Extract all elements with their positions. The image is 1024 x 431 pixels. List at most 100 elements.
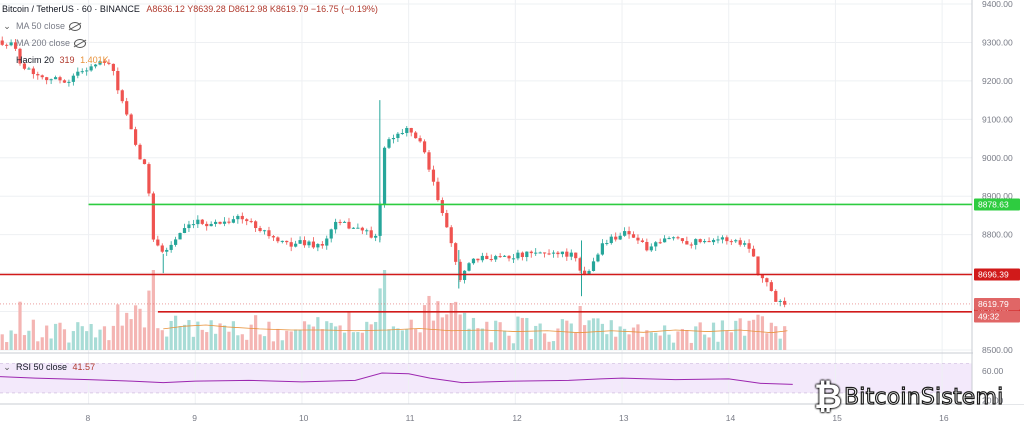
- chevron-down-icon[interactable]: ⌄: [3, 21, 11, 31]
- candle: [133, 126, 138, 147]
- volume-bar: [200, 329, 204, 350]
- candle-body: [623, 231, 627, 236]
- candle-body: [125, 101, 129, 115]
- volume-bar: [111, 325, 115, 350]
- candle-body: [685, 241, 689, 245]
- volume-bar: [578, 306, 582, 350]
- candle: [685, 236, 689, 245]
- candle: [654, 241, 658, 252]
- candle: [102, 59, 107, 66]
- candle-body: [254, 221, 258, 229]
- candle: [542, 252, 547, 258]
- rsi-legend[interactable]: ⌄ RSI 50 close 41.57: [2, 362, 95, 373]
- volume-bar: [214, 333, 218, 350]
- candle: [556, 250, 560, 258]
- candle: [694, 238, 698, 250]
- volume-bar: [222, 325, 227, 350]
- candle-body: [49, 79, 53, 81]
- candle: [645, 238, 649, 252]
- candle-body: [76, 71, 80, 76]
- candle: [254, 220, 258, 232]
- candle-body: [151, 193, 155, 240]
- candle-body: [320, 244, 324, 246]
- candle-body: [431, 169, 436, 182]
- price-axis-label: 9400.00: [982, 0, 1013, 9]
- candle: [751, 245, 756, 257]
- volume-bar: [703, 334, 707, 350]
- candle-body: [27, 68, 31, 70]
- candle: [22, 62, 27, 71]
- candle: [698, 238, 702, 244]
- candle: [591, 257, 596, 272]
- price-axis-label: 8500.00: [982, 345, 1013, 355]
- candle: [716, 235, 720, 244]
- volume-bar: [534, 325, 538, 350]
- volume-bar: [502, 330, 507, 350]
- brand-watermark: ₿ BitcoinSistemi: [812, 372, 1004, 422]
- volume-bar: [45, 325, 49, 350]
- bitcoin-logo-icon: ₿: [814, 377, 842, 417]
- volume-bar: [342, 332, 347, 350]
- volume-bar: [529, 338, 533, 350]
- candle: [285, 240, 289, 245]
- candle-body: [31, 68, 35, 75]
- candle: [205, 221, 209, 231]
- candle-body: [0, 40, 4, 45]
- volume-bar: [36, 341, 40, 350]
- candle: [147, 162, 151, 197]
- candle: [409, 127, 413, 137]
- price-axis-label: 9300.00: [982, 37, 1013, 47]
- candle-body: [347, 221, 351, 229]
- candle: [534, 248, 538, 256]
- ma200-legend[interactable]: MA 200 close: [16, 38, 87, 49]
- eye-hidden-icon[interactable]: [74, 39, 87, 49]
- candle: [31, 66, 35, 79]
- volume-bar: [485, 321, 489, 350]
- candle: [440, 197, 444, 216]
- candle: [93, 63, 98, 69]
- candle: [338, 219, 342, 226]
- ma50-legend[interactable]: ⌄ MA 50 close: [2, 21, 82, 32]
- candle-body: [396, 133, 400, 139]
- volume-bar: [476, 328, 480, 350]
- candle: [298, 236, 302, 244]
- volume-bar: [462, 312, 467, 350]
- candle-body: [676, 237, 680, 239]
- candle-body: [565, 251, 569, 257]
- candle-body: [236, 215, 240, 220]
- volume-bar: [574, 332, 578, 350]
- candle-body: [369, 230, 373, 238]
- candle: [236, 214, 240, 224]
- candle: [267, 226, 271, 239]
- volume-bar: [334, 326, 338, 350]
- volume-bar: [591, 318, 596, 350]
- candle: [538, 251, 542, 254]
- candle-body: [663, 238, 667, 243]
- volume-bar: [191, 336, 195, 350]
- volume-bar: [680, 328, 685, 350]
- candle: [151, 191, 155, 242]
- volume-bar: [329, 322, 333, 350]
- volume-legend[interactable]: Hacim 20 319 1.401K: [16, 55, 109, 65]
- candle-body: [542, 252, 547, 254]
- volume-bar: [760, 316, 765, 350]
- candle-body: [245, 219, 249, 222]
- eye-hidden-icon[interactable]: [69, 22, 82, 32]
- volume-bar: [5, 342, 9, 350]
- chevron-down-icon[interactable]: ⌄: [3, 362, 11, 372]
- volume-bar: [685, 330, 689, 350]
- candle-body: [480, 255, 484, 261]
- candle: [294, 240, 298, 248]
- candle: [467, 262, 471, 272]
- candle-body: [583, 270, 587, 275]
- candle: [160, 243, 164, 254]
- volume-bar: [711, 322, 716, 350]
- candle: [565, 248, 569, 261]
- candle-body: [191, 224, 195, 226]
- candle-body: [85, 70, 89, 72]
- volume-bar: [400, 330, 404, 350]
- volume-bar: [285, 330, 289, 350]
- candle-body: [147, 164, 151, 194]
- candle-body: [422, 141, 427, 153]
